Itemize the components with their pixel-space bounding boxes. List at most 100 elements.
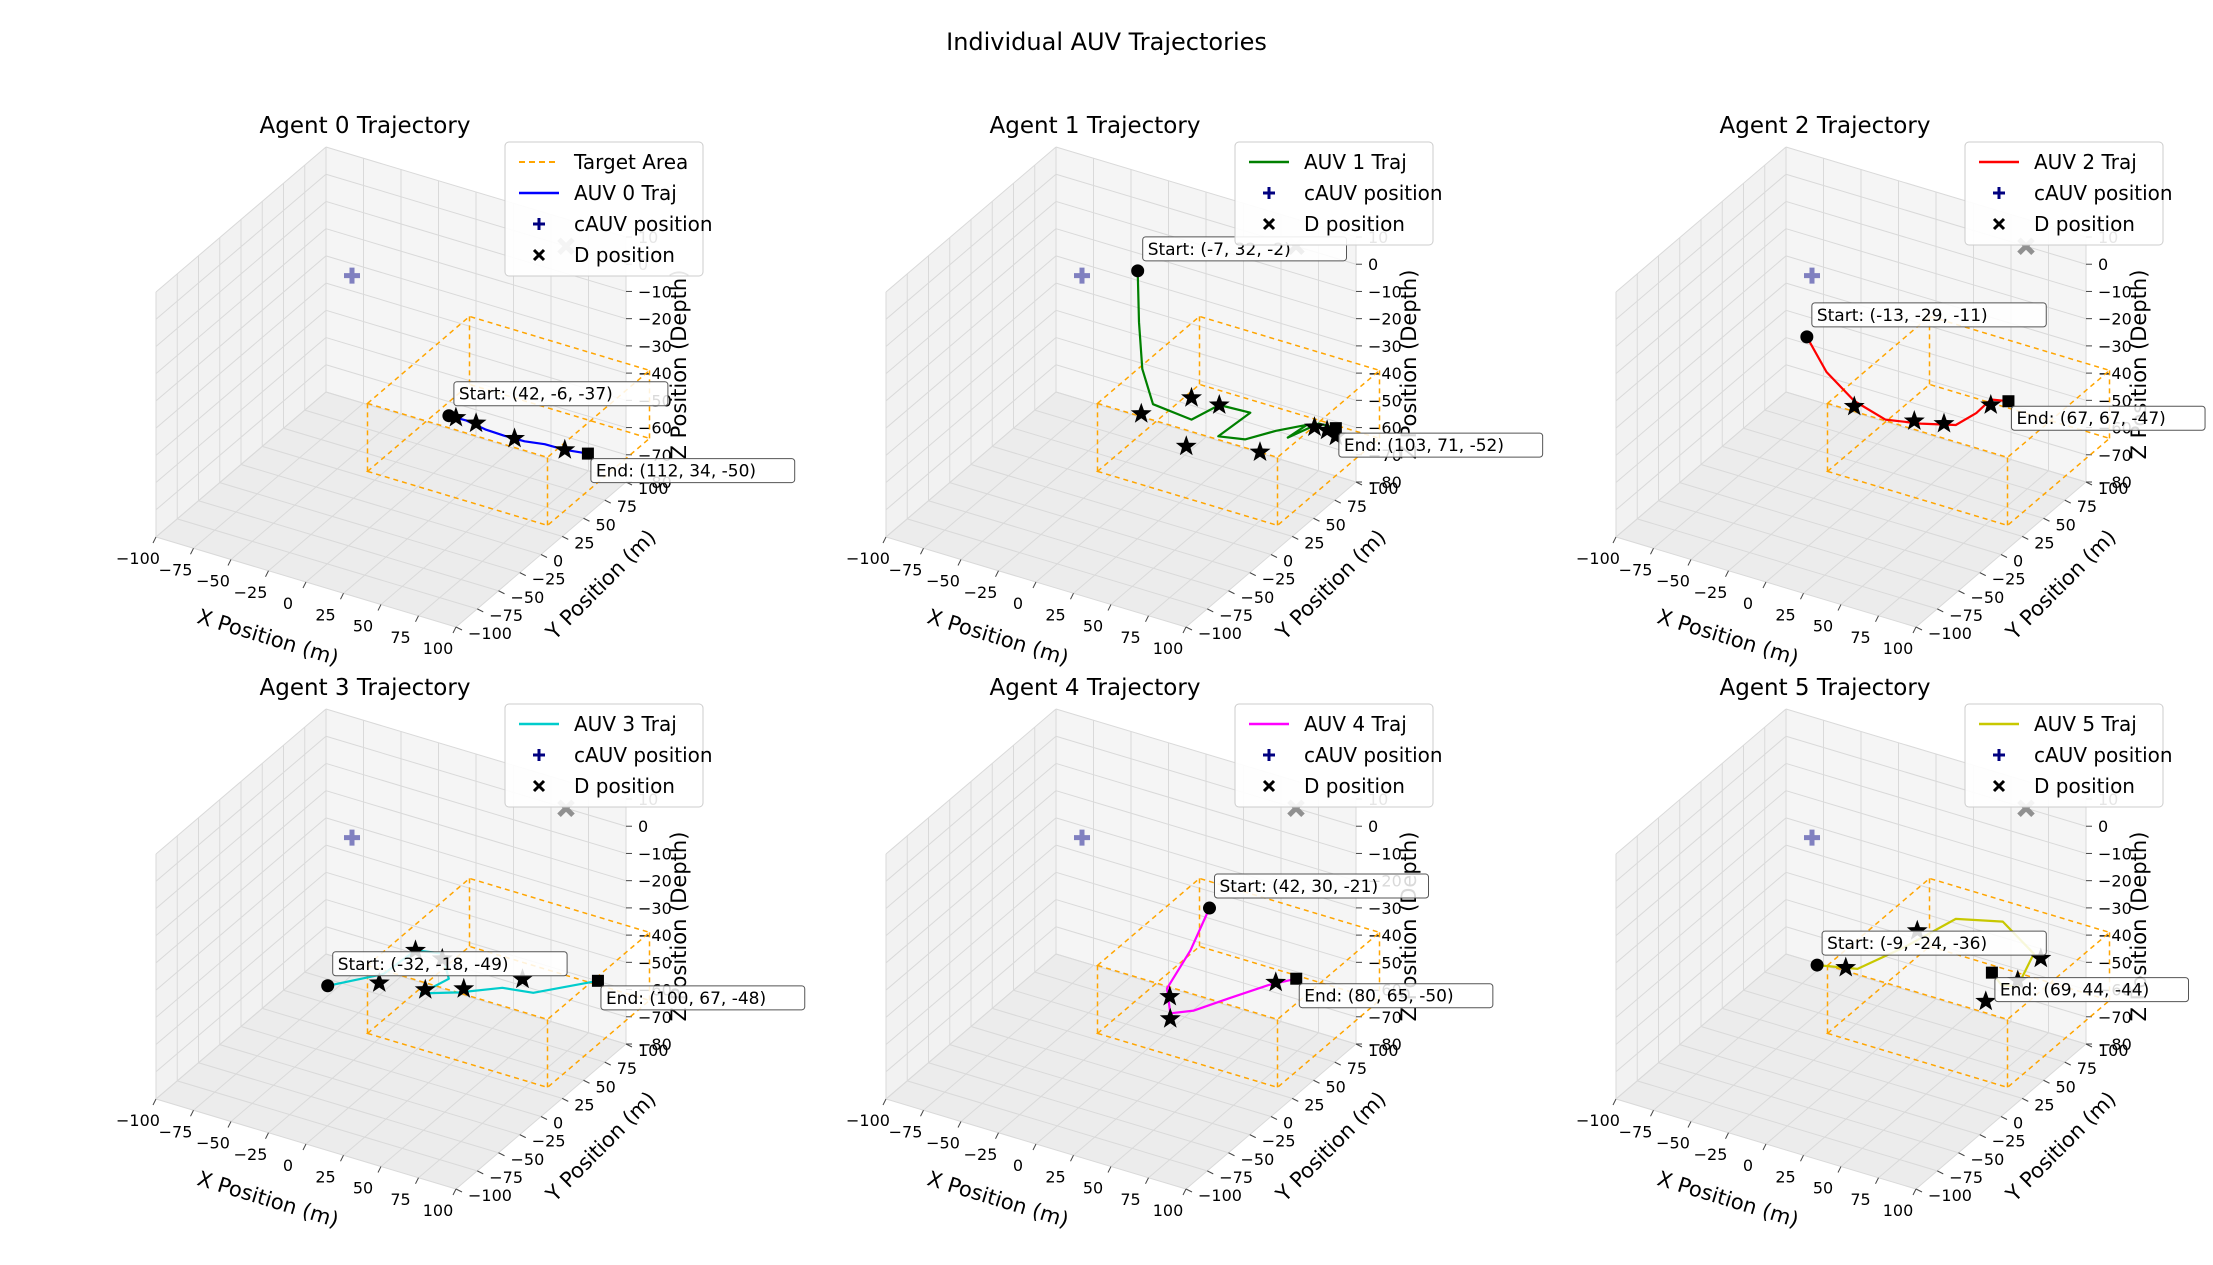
x-tick: [1032, 1143, 1037, 1151]
x-tick-label: 25: [1045, 605, 1065, 624]
grid-line: [1013, 989, 1314, 1081]
grid-line: [1785, 817, 2087, 909]
grid-line: [155, 844, 327, 991]
x-tick: [882, 1098, 887, 1106]
grid-line: [1148, 470, 1319, 617]
x-tick-label: −50: [926, 1134, 960, 1153]
legend-label: AUV 1 Traj: [1304, 150, 1407, 174]
x-tick: [302, 581, 307, 589]
x-tick-label: −50: [196, 1134, 230, 1153]
x-tick: [152, 1098, 157, 1106]
x-tick-label: 50: [1813, 617, 1833, 636]
grid-line: [155, 391, 327, 538]
grid-line: [155, 201, 327, 347]
y-tick: [2022, 535, 2029, 540]
x-tick: [920, 1110, 924, 1117]
waypoint-star-marker: [1906, 919, 1928, 940]
y-tick-label: 75: [1347, 1059, 1367, 1078]
z-axis-label: Z Position (Depth): [667, 270, 691, 460]
start-label-box: [453, 381, 669, 407]
legend-box: [1964, 141, 2164, 246]
grid-line: [1700, 464, 2002, 555]
x-tick-label: 100: [1153, 1201, 1184, 1220]
grid-line: [1785, 790, 2087, 882]
grid-line: [380, 1021, 552, 1167]
grid-line: [155, 953, 327, 1100]
y-tick: [498, 1152, 505, 1157]
x-tick: [1070, 1155, 1074, 1162]
grid-line: [1615, 337, 1787, 483]
x-tick-label: 75: [390, 628, 410, 647]
grid-line: [155, 364, 327, 511]
y-tick-label: −25: [1262, 1132, 1296, 1151]
grid-line: [1785, 364, 2087, 456]
grid-line: [970, 464, 1272, 555]
x-tick-label: 0: [283, 1156, 293, 1175]
grid-line: [343, 1009, 514, 1156]
legend-label: D position: [2034, 212, 2135, 236]
grid-line: [1785, 735, 2087, 827]
waypoint-star-marker: [453, 977, 475, 998]
y-tick: [1249, 572, 1256, 577]
end-label-box: [1338, 432, 1544, 458]
y-tick: [1915, 1188, 1923, 1193]
z-tick-label: 0: [2098, 255, 2108, 274]
z-axis-label: Z Position (Depth): [2127, 270, 2151, 460]
x-tick-label: 50: [353, 1179, 373, 1198]
start-label: Start: (-32, -18, -49): [338, 955, 509, 975]
grid-line: [1764, 971, 2065, 1063]
z-tick-label: −60: [638, 419, 672, 438]
subplot-title: Agent 3 Trajectory: [260, 675, 471, 701]
x-tick-label: −50: [1656, 572, 1690, 591]
grid-line: [325, 871, 627, 963]
y-tick-label: 50: [2056, 1077, 2076, 1096]
grid-line: [1013, 427, 1314, 519]
y-tick: [1270, 554, 1278, 558]
z-tick-label: −70: [638, 1008, 672, 1027]
grid-line: [885, 790, 1057, 937]
x-tick: [152, 536, 157, 544]
grid-line: [1055, 337, 1357, 429]
grid-line: [1785, 173, 2087, 265]
x-tick: [957, 1121, 962, 1128]
z-tick-label: −20: [2098, 872, 2132, 891]
x-tick-label: 75: [1850, 628, 1870, 647]
z-tick-label: −10: [1368, 282, 1402, 301]
subplot-title: Agent 4 Trajectory: [990, 675, 1201, 701]
z-tick-label: −50: [1368, 953, 1402, 972]
start-marker: [321, 979, 335, 993]
end-label: End: (69, 44, -44): [2000, 981, 2149, 1001]
x-tick-label: 100: [1883, 639, 1914, 658]
x-tick: [340, 593, 344, 600]
grid-line: [885, 871, 1057, 1018]
legend-box: [504, 703, 704, 808]
legend-swatch-cauv: [533, 749, 545, 761]
y-tick-label: 0: [553, 552, 563, 571]
waypoint-star-marker: [1843, 395, 1865, 416]
subplot-title: Agent 1 Trajectory: [990, 113, 1201, 139]
y-tick: [1937, 608, 1944, 613]
z-tick-label: −10: [1368, 844, 1402, 863]
y-tick-label: 50: [596, 1077, 616, 1096]
x-tick-label: −50: [926, 572, 960, 591]
x-tick: [340, 1155, 344, 1162]
end-label: End: (112, 34, -50): [596, 462, 756, 482]
z-tick-label: 0: [1368, 255, 1378, 274]
y-tick-label: −75: [489, 1168, 523, 1187]
grid-line: [1785, 762, 2087, 854]
grid-line: [1615, 763, 1787, 909]
figure-title: Individual AUV Trajectories: [946, 28, 1267, 56]
legend-label: cAUV position: [2034, 743, 2173, 767]
grid-line: [262, 445, 563, 537]
legend-label: AUV 3 Traj: [574, 712, 677, 736]
legend-label: cAUV position: [1304, 743, 1443, 767]
x-tick: [190, 548, 194, 555]
waypoint-star-marker: [554, 438, 576, 459]
grid-line: [325, 255, 627, 347]
x-tick: [1725, 1132, 1729, 1139]
y-tick: [1313, 1079, 1320, 1084]
legend-label: cAUV position: [574, 743, 713, 767]
grid-line: [1615, 708, 1787, 855]
y-tick-label: −100: [1198, 624, 1242, 643]
